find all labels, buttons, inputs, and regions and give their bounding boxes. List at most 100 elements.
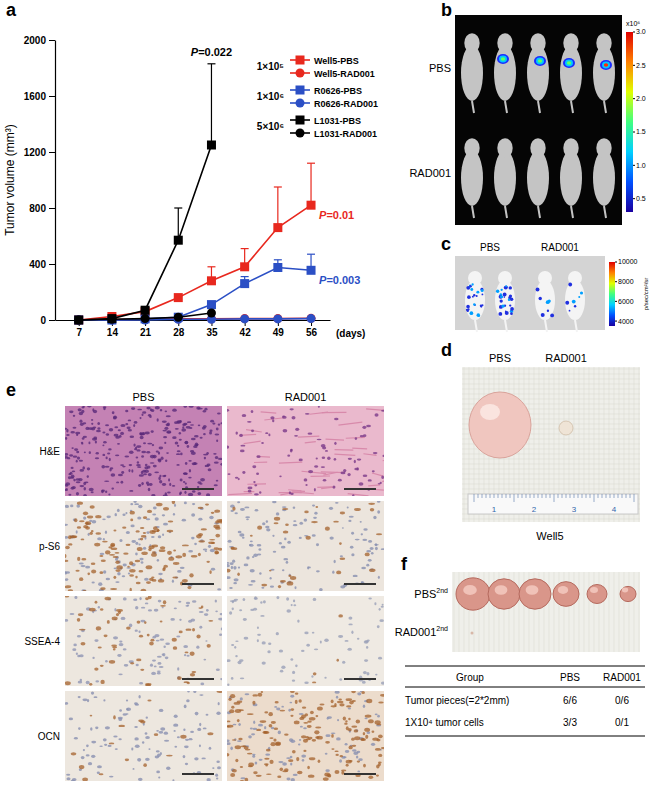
nucleus [184, 654, 186, 656]
nucleus [66, 777, 70, 780]
nucleus [184, 491, 186, 494]
nucleus [130, 524, 134, 527]
nucleus [340, 555, 343, 557]
weave [462, 459, 640, 460]
nucleus [340, 472, 345, 475]
nucleus [154, 609, 159, 612]
nucleus [127, 426, 131, 429]
nucleus [228, 473, 231, 475]
weave [462, 489, 640, 490]
nucleus [162, 607, 164, 609]
stain [240, 780, 244, 781]
nucleus [304, 682, 308, 684]
nucleus [117, 572, 121, 576]
stain [315, 736, 319, 738]
stain [190, 652, 195, 656]
nucleus [185, 482, 187, 484]
stain [81, 642, 86, 646]
nucleus [213, 453, 216, 455]
nucleus [163, 523, 168, 526]
nucleus [136, 464, 141, 466]
stain [218, 520, 222, 523]
nucleus [245, 693, 250, 695]
nucleus [313, 517, 317, 519]
nucleus [86, 681, 90, 684]
nucleus [314, 649, 318, 651]
nucleus [93, 410, 97, 413]
nucleus [157, 670, 161, 672]
nucleus [77, 635, 81, 638]
stain [205, 503, 209, 505]
stain [351, 738, 355, 741]
nucleus [151, 536, 155, 538]
nucleus [76, 460, 78, 463]
nucleus [232, 607, 234, 610]
stain [95, 532, 101, 535]
series [74, 309, 216, 325]
nucleus [207, 463, 211, 466]
nucleus [195, 443, 198, 447]
nucleus [342, 527, 344, 529]
mouse-tail [575, 320, 577, 332]
nucleus [276, 596, 279, 599]
nucleus [232, 559, 235, 562]
nucleus [174, 715, 178, 718]
marker [174, 236, 183, 245]
nucleus [149, 415, 151, 418]
nucleus [185, 462, 188, 465]
nucleus [166, 766, 170, 770]
nucleus [202, 427, 206, 430]
colorbar-unit: p/sec/cm²/sr [643, 278, 649, 311]
stain [268, 712, 273, 716]
stain [94, 543, 100, 547]
nucleus [208, 468, 212, 471]
stain [261, 584, 267, 587]
stain [141, 589, 147, 591]
nucleus [263, 600, 266, 603]
nucleus [76, 451, 79, 453]
nucleus [325, 769, 329, 772]
nucleus [138, 484, 141, 487]
signal [503, 293, 507, 297]
nucleus [283, 558, 288, 560]
nucleus [227, 562, 230, 564]
signal [538, 59, 542, 63]
stain [118, 725, 124, 727]
nucleus [287, 541, 291, 544]
nucleus [314, 488, 316, 491]
nucleus [129, 451, 134, 454]
colorbar-tick [615, 301, 617, 302]
nucleus [124, 455, 129, 457]
legend-label: Well5-PBS [314, 56, 359, 66]
nucleus [73, 644, 76, 647]
nucleus [282, 506, 287, 508]
stain [297, 771, 303, 774]
colorbar-label: 1.0 [636, 162, 646, 169]
stain [368, 776, 373, 779]
nucleus [123, 597, 127, 600]
stain [365, 714, 372, 717]
nucleus [94, 639, 98, 642]
nucleus [292, 671, 295, 674]
nucleus [98, 582, 102, 586]
nucleus [103, 538, 105, 541]
marker [107, 315, 116, 324]
fiber [352, 448, 367, 450]
nucleus [74, 596, 77, 599]
nucleus [169, 483, 171, 486]
error-stem [310, 163, 311, 205]
nucleus [290, 408, 294, 410]
signal [501, 304, 504, 307]
nucleus [348, 616, 352, 619]
nucleus [242, 471, 245, 474]
nucleus [135, 629, 138, 631]
fiber [368, 485, 380, 486]
stain [198, 507, 204, 509]
nucleus [109, 776, 114, 778]
nucleus [352, 749, 357, 751]
nucleus [146, 531, 149, 534]
nucleus [93, 426, 97, 428]
nucleus [133, 768, 135, 770]
cell-number: 1×10⁵ [257, 61, 285, 72]
tumor [469, 392, 531, 458]
